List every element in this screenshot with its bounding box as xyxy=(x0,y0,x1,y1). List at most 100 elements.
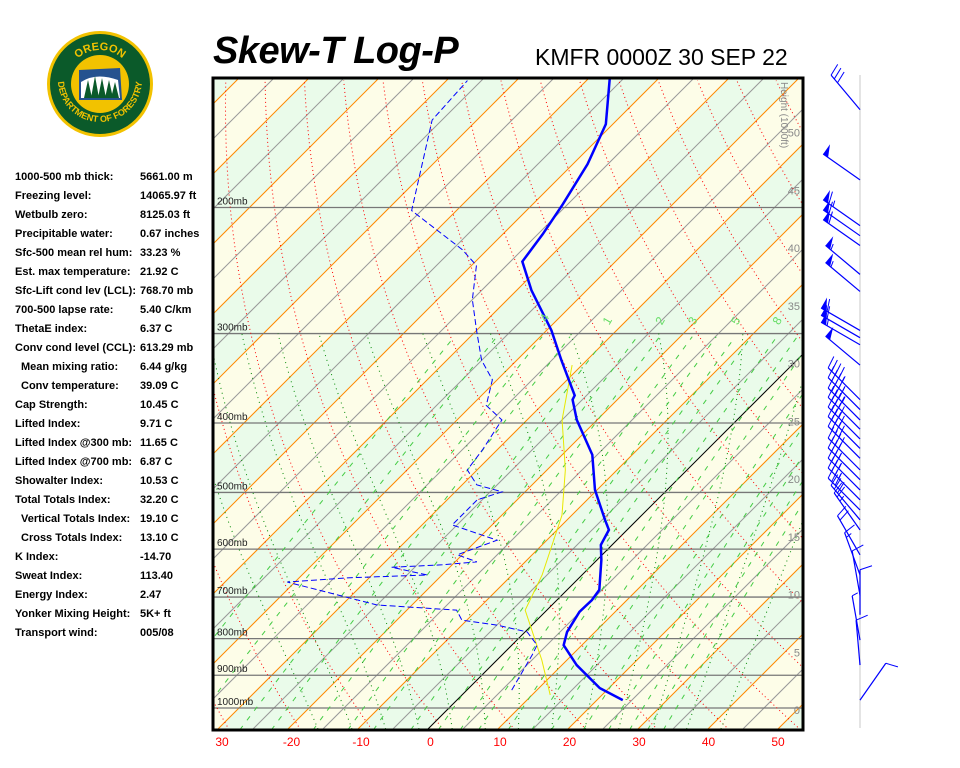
isobar-label: 800mb xyxy=(217,628,248,639)
moist-adiabat xyxy=(618,333,669,730)
stat-value: 39.09 C xyxy=(140,380,179,392)
stat-value: 005/08 xyxy=(140,627,174,639)
isotherm xyxy=(496,423,803,730)
wind-barb-half xyxy=(846,533,852,538)
wind-barb-full xyxy=(827,456,835,469)
wind-barb-full xyxy=(827,376,835,389)
isotherm xyxy=(213,78,415,280)
stat-label: Energy Index: xyxy=(15,589,88,601)
wind-barb-half xyxy=(851,592,858,597)
wind-barb-full xyxy=(836,486,845,498)
stat-row: Conv temperature: 39.09 C xyxy=(15,377,215,396)
stat-row: Lifted Index @700 mb: 6.87 C xyxy=(15,453,215,472)
wind-barb-full xyxy=(827,395,835,408)
wind-barb-staff xyxy=(855,620,861,666)
stat-row: Conv cond level (CCL): 613.29 mb xyxy=(15,339,215,358)
wind-barb-staff xyxy=(827,437,861,471)
page-title: Skew-T Log-P xyxy=(213,30,459,72)
temperature-line xyxy=(520,78,624,702)
wind-pennant xyxy=(825,253,834,267)
wind-pennant xyxy=(821,311,828,326)
stat-value: 5661.00 m xyxy=(140,171,193,183)
isotherm xyxy=(213,78,240,105)
wind-barb xyxy=(822,144,861,181)
height-axis-label: Height (1000ft) xyxy=(778,82,789,148)
temperature-tick-label: -20 xyxy=(283,735,301,749)
oregon-department-of-forestry-logo: OREGON DEPARTMENT OF FORESTRY xyxy=(47,31,153,137)
dry-adiabat xyxy=(855,81,960,730)
stat-value: 10.45 C xyxy=(140,399,179,411)
wind-pennant xyxy=(823,189,831,204)
wind-barb-full xyxy=(827,466,835,479)
dry-adiabat xyxy=(224,80,444,730)
wind-barb-full xyxy=(827,385,835,398)
mixing-ratio-line xyxy=(531,336,798,730)
stat-row: Energy Index: 2.47 xyxy=(15,586,215,605)
stat-row: Est. max temperature: 21.92 C xyxy=(15,263,215,282)
stat-value: 8125.03 ft xyxy=(140,209,191,221)
isotherm xyxy=(213,78,660,525)
temperature-tick-label: 30 xyxy=(632,735,646,749)
wind-barb-full xyxy=(826,298,831,312)
wind-barb xyxy=(851,592,861,641)
isotherm xyxy=(321,248,803,730)
wind-barb-full xyxy=(859,565,873,571)
wind-barb-staff xyxy=(820,314,861,339)
height-tick-label: 35 xyxy=(788,301,800,313)
isotherm xyxy=(213,78,730,595)
temperature-tick-label: 30 xyxy=(215,735,229,749)
stat-value: 14065.97 ft xyxy=(140,190,197,202)
stat-row: Precipitable water: 0.67 inches xyxy=(15,225,215,244)
wind-barb-full xyxy=(831,470,838,482)
mixing-ratio-line xyxy=(213,336,455,640)
stat-row: ThetaE index: 6.37 C xyxy=(15,320,215,339)
mixing-ratio-line xyxy=(550,352,803,730)
stat-row: Cap Strength: 10.45 C xyxy=(15,396,215,415)
wind-barb-staff xyxy=(830,74,861,110)
isotherm xyxy=(216,143,803,730)
isotherm xyxy=(213,78,520,385)
stat-label: Cap Strength: xyxy=(15,399,88,411)
wind-barb-full xyxy=(837,71,845,84)
mixing-ratio-line xyxy=(239,336,543,730)
wind-barb-full xyxy=(837,506,847,517)
isobar-label: 600mb xyxy=(217,538,248,549)
stat-value: 2.47 xyxy=(140,589,162,601)
wind-barb-staff xyxy=(827,377,861,410)
stat-value: 768.70 mb xyxy=(140,285,194,297)
dry-adiabat xyxy=(213,699,230,730)
stat-label: Yonker Mixing Height: xyxy=(15,608,131,620)
wind-barb-half xyxy=(841,396,846,403)
height-tick-label: 25 xyxy=(788,416,800,428)
wind-barb-full xyxy=(826,306,831,319)
stat-value: 6.37 C xyxy=(140,323,173,335)
stat-value: 33.23 % xyxy=(140,247,181,259)
wind-barb-half xyxy=(826,319,829,326)
wind-barb-full xyxy=(830,64,839,76)
isotherm xyxy=(213,78,450,315)
wind-pennant xyxy=(825,326,834,341)
wind-barb-staff xyxy=(827,457,861,491)
isotherm xyxy=(0,78,204,730)
stat-label: Transport wind: xyxy=(15,627,98,639)
stat-value: 9.71 C xyxy=(140,418,173,430)
temperature-band xyxy=(777,704,803,730)
stat-label: Sfc-Lift cond lev (LCL): xyxy=(15,285,136,297)
stat-row: Sweat Index: 113.40 xyxy=(15,567,215,586)
moist-adiabat xyxy=(277,333,420,730)
wind-barb-staff xyxy=(822,219,861,246)
wind-barb-full xyxy=(833,67,842,80)
height-tick-label: 30 xyxy=(788,359,800,371)
wind-barb xyxy=(830,64,861,110)
temperature-tick-label: -10 xyxy=(352,735,370,749)
isotherm xyxy=(213,78,625,490)
wind-barb-full xyxy=(834,473,842,486)
wind-barb-full xyxy=(828,211,833,224)
height-tick-label: 45 xyxy=(788,185,800,197)
dry-adiabat xyxy=(815,81,960,730)
dry-adiabat xyxy=(382,80,730,730)
stat-label: Mean mixing ratio: xyxy=(21,361,119,373)
stat-label: ThetaE index: xyxy=(15,323,88,335)
wind-barb-staff xyxy=(827,406,861,440)
height-tick-label: 5 xyxy=(794,647,800,659)
